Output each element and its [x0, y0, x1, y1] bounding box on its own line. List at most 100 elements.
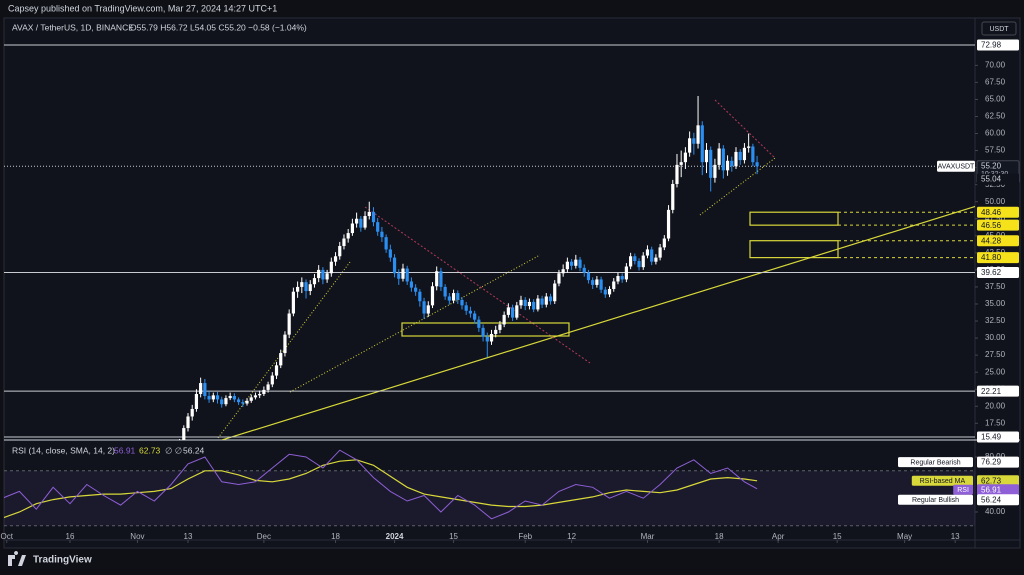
legend-na: ∅ ∅ [165, 445, 183, 455]
candle-body [405, 268, 409, 282]
candle-body [312, 278, 317, 285]
currency-button[interactable] [981, 21, 1017, 36]
prev-close-label: 55.04 [981, 174, 1002, 183]
candle-body [245, 400, 249, 404]
zone-label-box [977, 252, 1019, 264]
indicator-value: 56.91 [981, 485, 1002, 494]
legend-rsi-value: 56.91 [114, 445, 136, 455]
candle-body [742, 147, 747, 161]
candle-body [211, 395, 215, 400]
candle-body [401, 268, 405, 279]
indicator-pane [4, 449, 975, 527]
x-tick-label: 18 [331, 532, 340, 541]
brand-name: TradingView [33, 555, 92, 566]
candle-body [624, 266, 628, 280]
candle-body [203, 383, 207, 397]
chart-frame [3, 17, 1021, 549]
candle-body [633, 256, 637, 262]
currency-label: USDT [989, 26, 1009, 33]
candle-body [569, 261, 574, 266]
indicator-name: Regular Bearish [910, 459, 960, 466]
axes: 17.5020.0022.5025.0027.5030.0032.5035.00… [1, 39, 1020, 543]
candle-body [355, 218, 359, 224]
y-tick-label: 70.00 [985, 60, 1006, 69]
candle-body [186, 416, 190, 429]
candle-body [654, 257, 658, 262]
indicator-value-box [977, 456, 1019, 468]
candle-body [317, 269, 321, 279]
resistance-line [364, 206, 591, 364]
candle-body [612, 281, 616, 289]
candle-body [696, 125, 700, 144]
candle-body [460, 299, 464, 306]
candle-body [258, 393, 262, 396]
indicator-line [4, 449, 758, 520]
candle-body [650, 249, 654, 262]
y-tick-label: 20.00 [985, 401, 1006, 410]
legend-bullish-value: 56.24 [183, 445, 205, 455]
trend-line-dotted [217, 261, 351, 439]
last-price-label: 55.20 [981, 161, 1002, 170]
supply-zone [749, 240, 839, 259]
candle-body [548, 296, 553, 302]
candle-body [380, 231, 384, 238]
candle-body [262, 389, 266, 394]
candle-body [291, 291, 295, 314]
y-tick-label: 65.00 [985, 95, 1006, 104]
symbol-tag-box [937, 160, 975, 172]
candle-body [371, 211, 376, 223]
candle-body [283, 334, 287, 354]
x-tick-label: Oct [1, 532, 14, 541]
candle-body [190, 408, 194, 417]
x-tick-label: 12 [567, 532, 576, 541]
candle-body [574, 259, 578, 266]
candle-body [738, 151, 742, 161]
candle-body [430, 286, 435, 306]
legend-ma-value: 62.73 [139, 445, 161, 455]
level-label-box [977, 39, 1019, 51]
level-label-box [977, 266, 1019, 278]
candle-body [220, 399, 224, 405]
candle-body [536, 298, 540, 310]
candle-body [489, 333, 494, 342]
candle-body [751, 146, 755, 163]
candle-body [578, 259, 582, 268]
candle-body [747, 146, 751, 148]
candle-body [481, 327, 485, 337]
candle-body [713, 164, 717, 178]
candle-body [591, 280, 595, 285]
y-tick-label: 67.50 [985, 77, 1006, 86]
x-tick-label: Nov [130, 532, 144, 541]
candle-body [679, 162, 683, 165]
candle-body [274, 365, 279, 376]
publish-note: Capsey published on TradingView.com, Mar… [8, 3, 277, 13]
candle-body [557, 273, 561, 284]
level-label-box [977, 385, 1019, 397]
candle-body [662, 238, 666, 248]
candle-body [232, 396, 236, 400]
indicator-name-box [898, 494, 973, 505]
candle-body [338, 246, 342, 257]
candle-body [515, 305, 519, 318]
candle-body [561, 269, 565, 274]
x-tick-label: May [897, 532, 912, 541]
candle-body [342, 238, 346, 247]
y-tick-label: 47.50 [985, 214, 1006, 223]
candle-body [464, 305, 468, 311]
candle-body [595, 279, 599, 285]
candle-body [325, 273, 329, 280]
zone-label: 44.28 [981, 236, 1002, 245]
candle-body [304, 282, 308, 292]
candle-body [236, 399, 241, 403]
candle-body [700, 125, 704, 163]
support-line [699, 157, 776, 216]
candle-body [629, 256, 633, 267]
x-tick-label: Mar [641, 532, 655, 541]
candle-body [730, 160, 734, 167]
indicator-value-box [977, 484, 1019, 496]
candle-body [485, 336, 489, 342]
candle-body [363, 216, 367, 228]
candle-body [506, 307, 510, 315]
candle-body [443, 286, 447, 297]
candle-body [468, 310, 473, 314]
